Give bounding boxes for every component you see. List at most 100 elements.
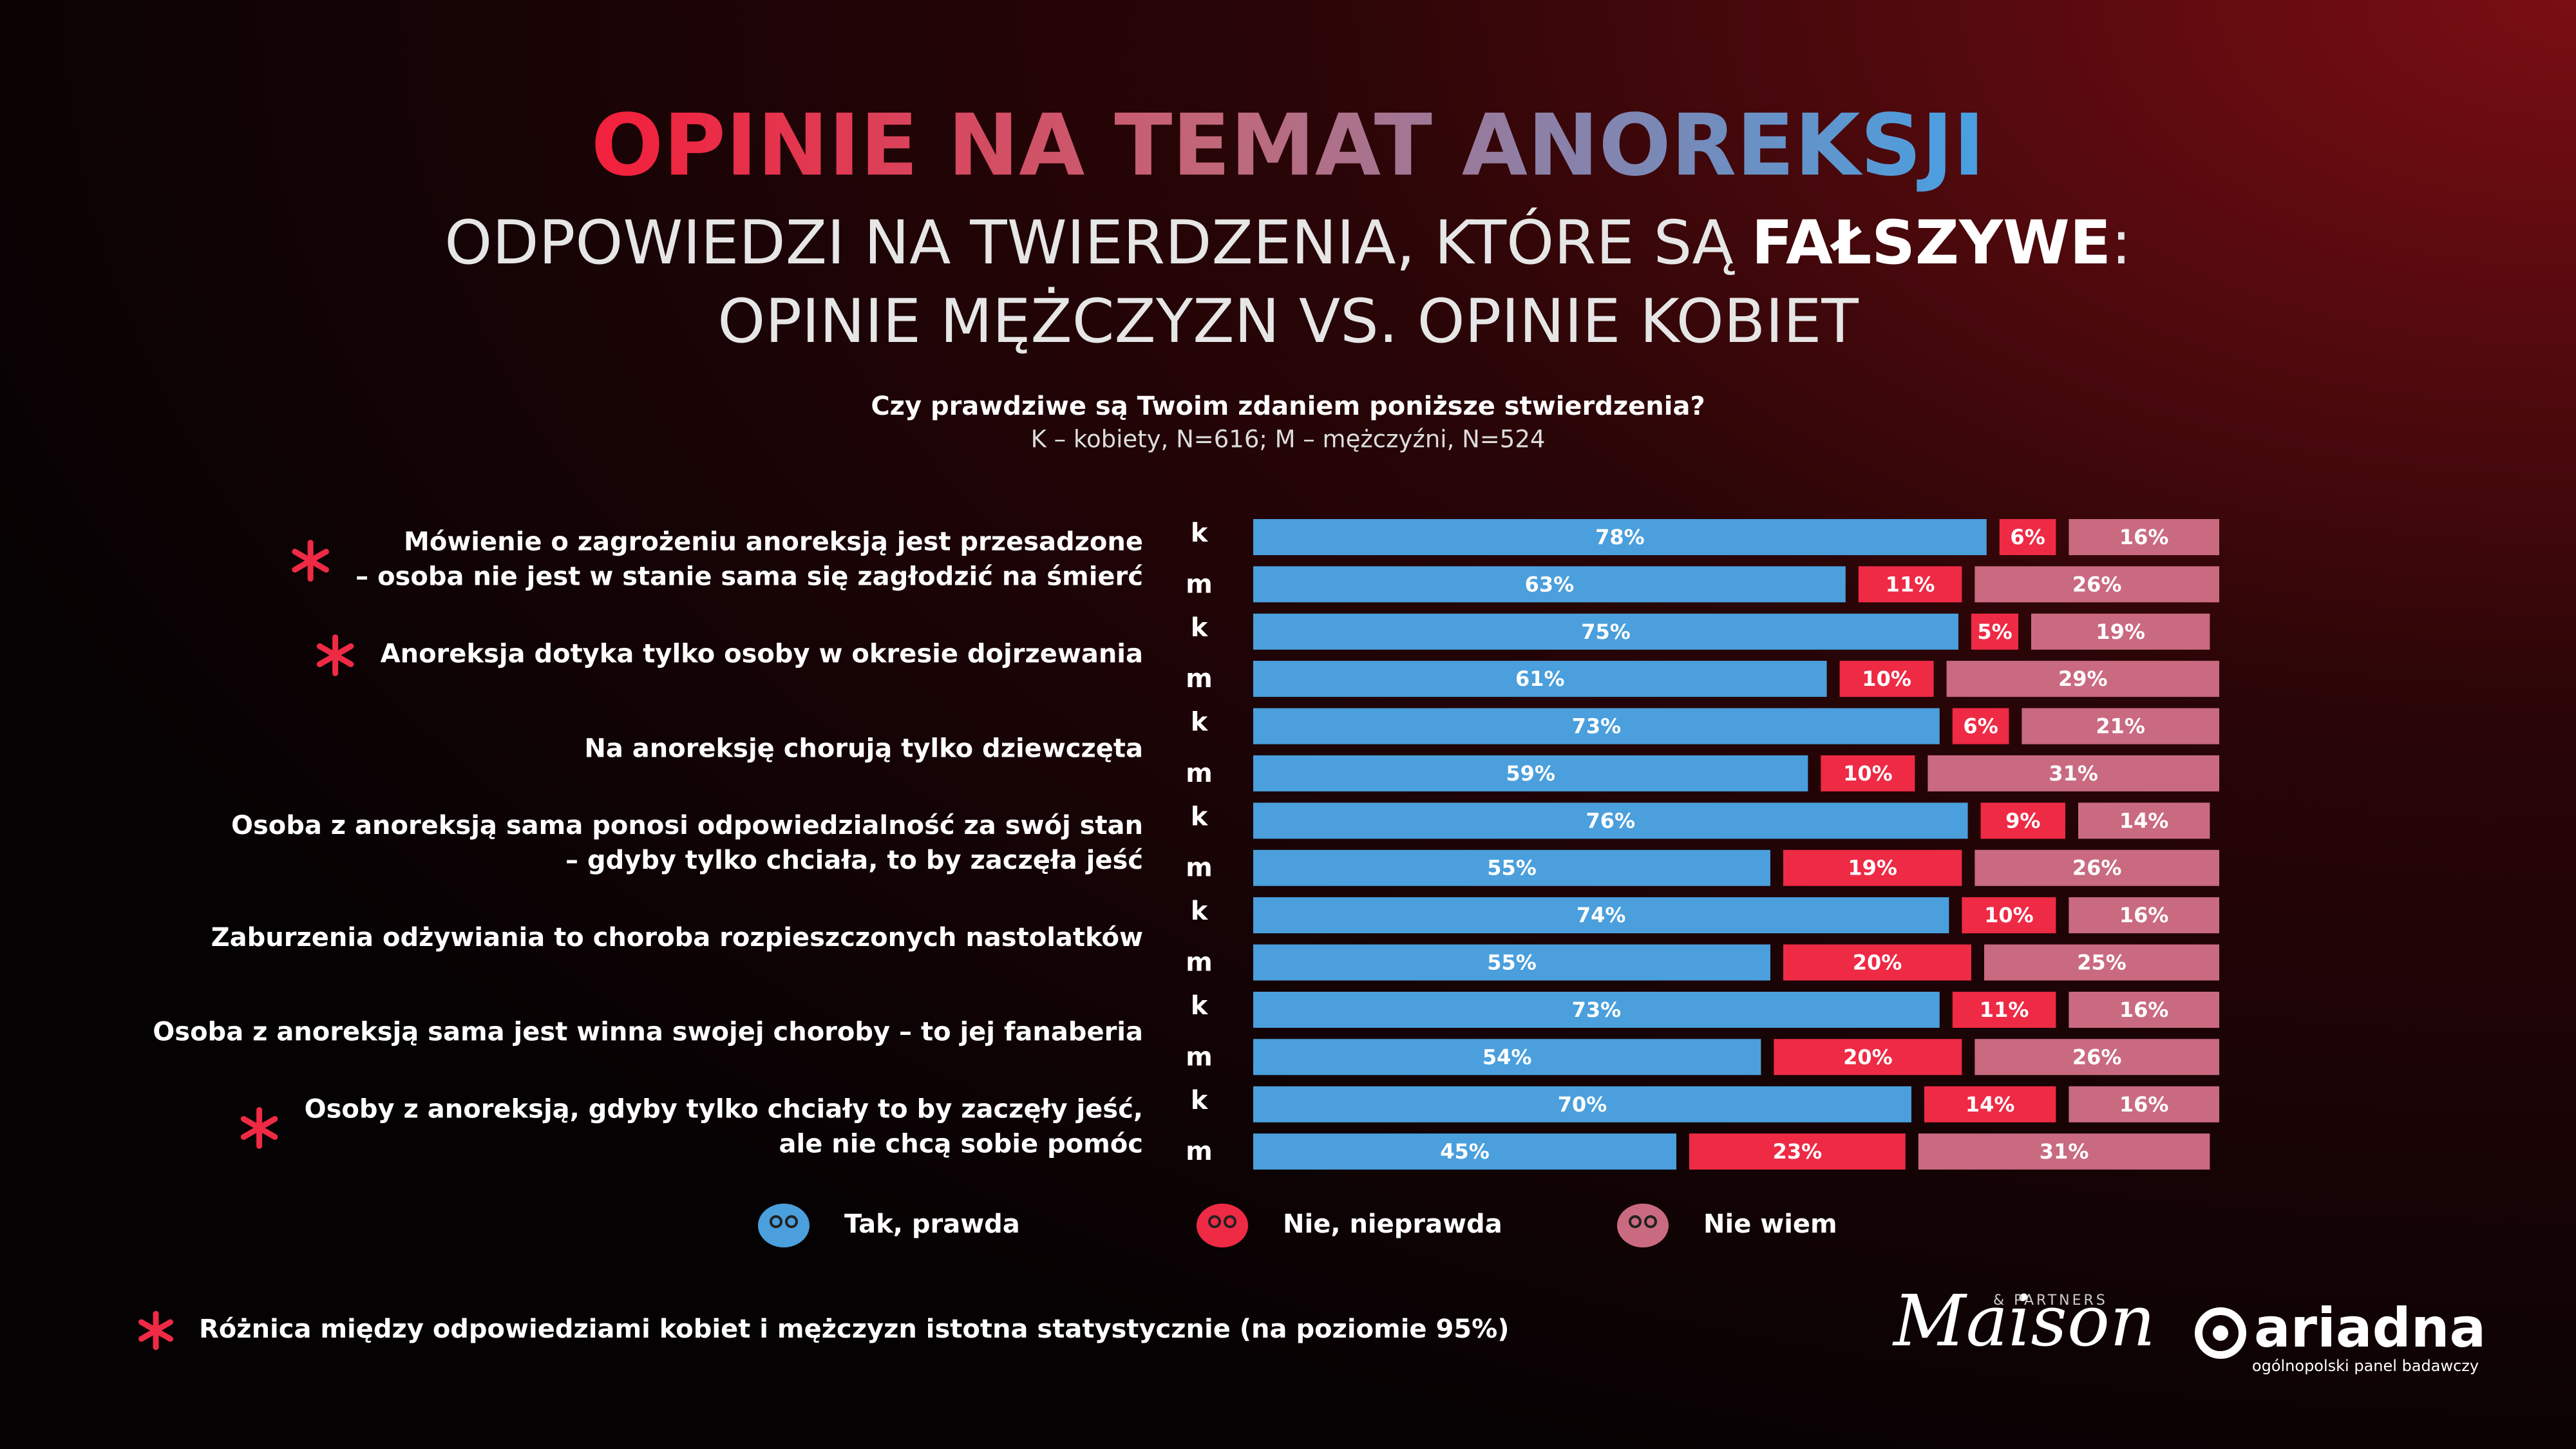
bar-segment <box>1924 1086 2056 1122</box>
value-label: 20% <box>1843 1045 1893 1069</box>
statement: – gdyby tylko chciała, to by zaczęła jeś… <box>565 846 1143 875</box>
row-label: k <box>1191 896 1209 926</box>
asterisk-stroke <box>316 643 354 667</box>
value-label: 73% <box>1572 714 1622 739</box>
value-label: 76% <box>1586 808 1636 833</box>
logo-tagline: ogólnopolski panel badawczy <box>2252 1357 2479 1375</box>
asterisk-stroke <box>240 1115 278 1140</box>
logo-partners: & PARTNERS <box>1993 1293 2108 1309</box>
bar-segment <box>1253 708 1940 744</box>
statement: Osoby z anoreksją, gdyby tylko chciały t… <box>305 1094 1143 1124</box>
chart-subtitle: ODPOWIEDZI NA TWIERDZENIA, KTÓRE SĄ FAŁSZ… <box>444 207 2131 278</box>
bar-segment <box>1952 708 2009 744</box>
bar-segment <box>2069 992 2219 1028</box>
value-label: 74% <box>1577 903 1626 927</box>
statement: – osoba nie jest w stanie sama się zagło… <box>355 562 1143 592</box>
legend-icon-detail <box>1224 1215 1236 1228</box>
bar-segment <box>1253 661 1827 697</box>
statement: ale nie chcą sobie pomóc <box>779 1129 1144 1159</box>
question: Czy prawdziwe są Twoim zdaniem poniższe … <box>871 392 1705 421</box>
value-label: 19% <box>2096 620 2145 644</box>
bar-segment <box>2031 613 2210 650</box>
row-label: m <box>1186 569 1213 599</box>
value-label: 31% <box>2049 761 2098 786</box>
legend-icon-detail <box>1629 1215 1642 1228</box>
legend-label: Tak, prawda <box>844 1209 1020 1239</box>
bar-segment <box>1858 566 1962 603</box>
subtitle-emphasis: FAŁSZYWE <box>1752 208 2111 278</box>
value-label: 29% <box>2058 667 2108 691</box>
bar-segment <box>2069 897 2219 934</box>
value-label: 16% <box>2119 1092 2169 1117</box>
bar-segment <box>1952 992 2056 1028</box>
row-label: m <box>1186 853 1213 883</box>
value-label: 6% <box>2010 525 2045 549</box>
chart-subtitle-2: OPINIE MĘŻCZYZN VS. OPINIE KOBIET <box>717 286 1859 357</box>
bar-segment <box>2022 708 2219 744</box>
row-label: k <box>1191 708 1209 737</box>
value-label: 55% <box>1487 951 1537 975</box>
bar-segment <box>1971 613 2018 650</box>
bar-segment <box>1253 849 1770 886</box>
value-label: 11% <box>1886 572 1935 596</box>
value-label: 61% <box>1515 667 1565 691</box>
value-label: 14% <box>2119 808 2169 833</box>
logo-maison: Maison <box>1892 1280 2155 1362</box>
value-label: 45% <box>1440 1139 1490 1164</box>
value-label: 10% <box>1843 761 1893 786</box>
bar-segment <box>1253 755 1808 791</box>
bar-segment <box>1253 992 1940 1028</box>
bar-segment <box>1999 519 2056 555</box>
bar-segment <box>1783 944 1971 981</box>
subtitle-part: ODPOWIEDZI NA TWIERDZENIA, KTÓRE SĄ <box>444 207 1735 278</box>
bar-segment <box>1975 1039 2219 1075</box>
row-label: k <box>1191 802 1209 831</box>
bar-segment <box>1253 944 1770 981</box>
bar-segment <box>1783 849 1962 886</box>
value-label: 55% <box>1487 856 1537 880</box>
value-label: 5% <box>1977 620 2012 644</box>
value-label: 9% <box>2005 808 2040 833</box>
logo-ariadna: ariadna <box>2254 1296 2486 1359</box>
bar-segment <box>1980 802 2065 839</box>
value-label: 10% <box>1862 667 1911 691</box>
row-label: k <box>1191 1086 1209 1115</box>
value-label: 75% <box>1581 620 1631 644</box>
legend-icon-detail <box>1644 1215 1657 1228</box>
row-label: k <box>1191 991 1209 1021</box>
legend-icon-detail <box>1208 1215 1221 1228</box>
value-label: 6% <box>1963 714 1998 739</box>
bar-segment <box>1984 944 2219 981</box>
bar-segment <box>1918 1133 2210 1170</box>
value-label: 16% <box>2119 525 2169 549</box>
row-label: m <box>1186 1137 1213 1166</box>
legend-icon <box>758 1204 810 1247</box>
bar-segment <box>1975 849 2219 886</box>
row-label: k <box>1191 613 1209 643</box>
legend-label: Nie wiem <box>1703 1209 1837 1239</box>
value-label: 70% <box>1558 1092 1607 1117</box>
bar-segment <box>1774 1039 1962 1075</box>
statement: Mówienie o zagrożeniu anoreksją jest prz… <box>404 527 1143 557</box>
bar-segment <box>2069 1086 2219 1122</box>
logo-ariadna-icon <box>2213 1325 2228 1341</box>
statement: Osoba z anoreksją sama jest winna swojej… <box>153 1018 1143 1047</box>
row-label: m <box>1186 664 1213 694</box>
chart-title: OPINIE NA TEMAT ANOREKSJI <box>591 96 1985 195</box>
footnote-asterisk <box>138 1311 174 1350</box>
value-label: 20% <box>1853 951 1902 975</box>
value-label: 26% <box>2072 856 2122 880</box>
row-label: m <box>1186 759 1213 788</box>
bar-segment <box>1253 613 1958 650</box>
legend-icon-detail <box>785 1215 798 1228</box>
value-label: 21% <box>2096 714 2145 739</box>
value-label: 26% <box>2072 572 2122 596</box>
legend-icon-detail <box>770 1215 782 1228</box>
row-label: m <box>1186 1042 1213 1072</box>
legend-icon <box>1617 1204 1669 1247</box>
value-label: 63% <box>1525 572 1575 596</box>
bar-segment <box>1689 1133 1906 1170</box>
statement: Zaburzenia odżywiania to choroba rozpies… <box>211 923 1143 952</box>
